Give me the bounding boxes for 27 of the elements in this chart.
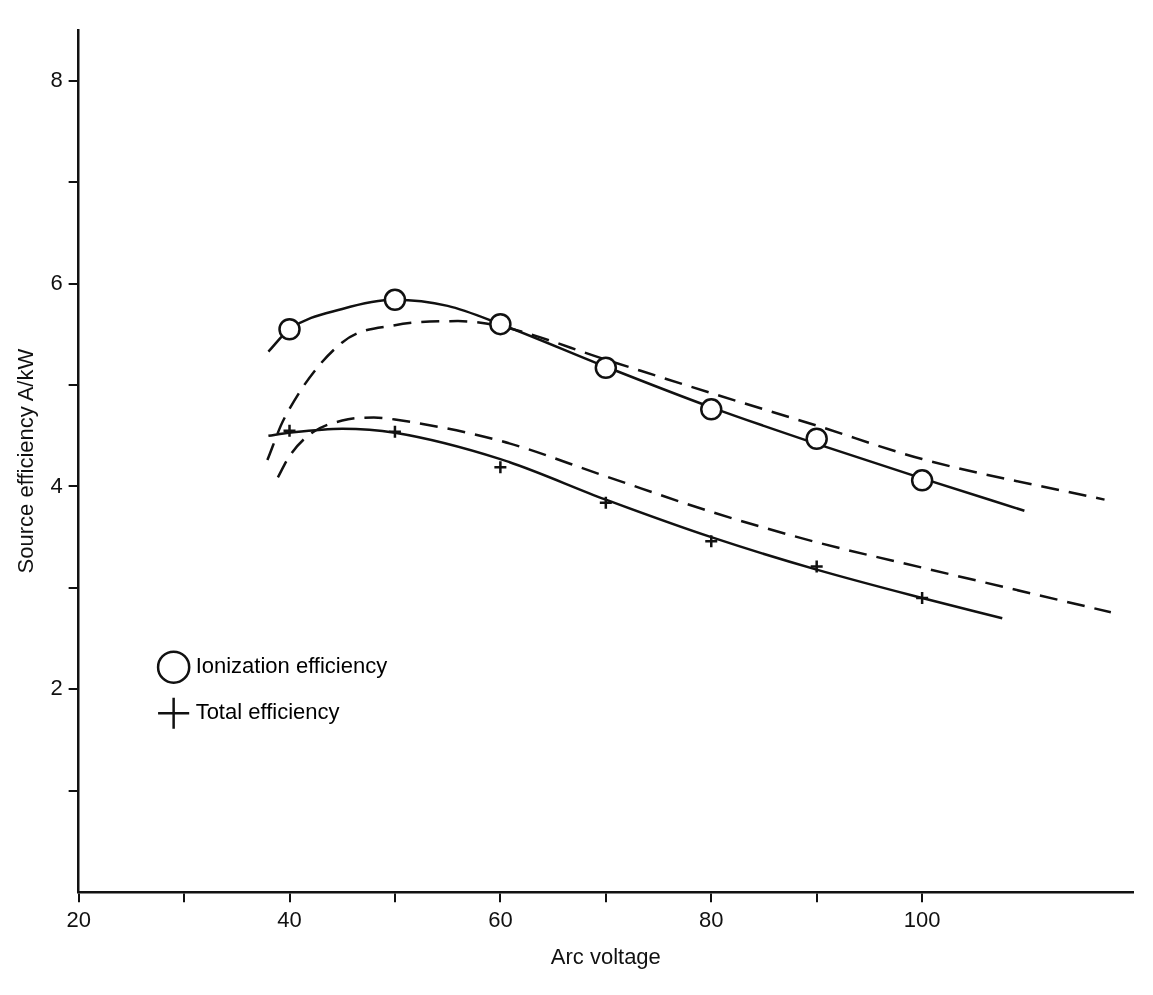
point [805, 427, 828, 451]
point [910, 469, 934, 492]
legend-label: Ionization efficiency [195, 653, 388, 679]
x-tick-label: 20 [66, 907, 91, 933]
point [493, 459, 508, 475]
legend-label: Total efficiency [195, 699, 340, 725]
x-tick-label: 100 [903, 907, 941, 933]
point [914, 590, 930, 606]
point [383, 288, 407, 312]
point [809, 559, 824, 574]
point [282, 423, 297, 438]
point [598, 495, 614, 510]
point [704, 533, 719, 549]
x-tick-label: 60 [488, 907, 513, 933]
point [489, 312, 512, 336]
point [387, 424, 403, 439]
x-axis-title: Arc voltage [550, 943, 661, 969]
y-tick-label: 8 [50, 66, 63, 92]
point [700, 398, 723, 421]
y-tick-label: 6 [50, 269, 63, 295]
y-tick-label: 4 [50, 472, 63, 498]
y-axis-title: Source efficiency A/kW [13, 348, 39, 574]
x-tick-label: 80 [699, 907, 724, 933]
x-tick-label: 40 [277, 907, 302, 933]
point [594, 356, 618, 380]
point [278, 317, 301, 341]
y-tick-label: 2 [50, 675, 63, 701]
